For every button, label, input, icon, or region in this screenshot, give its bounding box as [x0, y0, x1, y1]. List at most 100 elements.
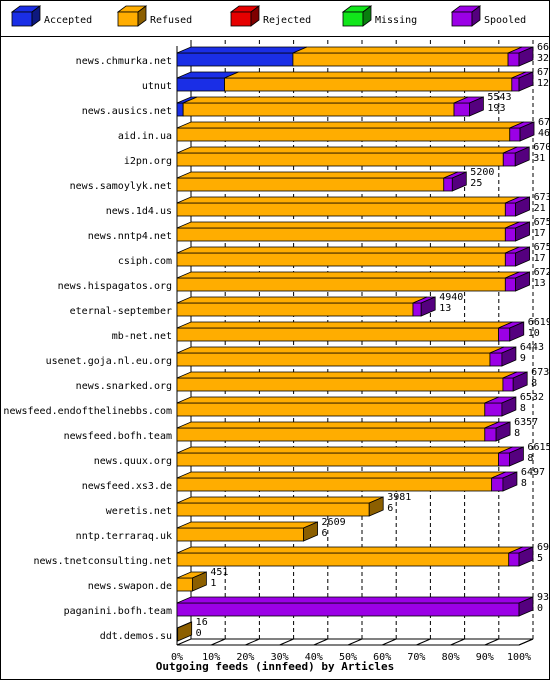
feed-label: csiph.com: [118, 256, 172, 267]
feed-row-news-1d4-us: news.1d4.us 673221: [106, 192, 550, 217]
feed-label: news.snarked.org: [76, 381, 172, 392]
legend-item-accepted: Accepted: [10, 5, 92, 27]
bar-segment-refused: [176, 177, 445, 192]
feed-row-news-tnetconsulting-net: news.tnetconsulting.net 69795: [34, 542, 550, 567]
feed-total-value: 6762: [538, 117, 550, 128]
bar-top-refused: [176, 446, 513, 454]
feed-second-value: 13: [439, 303, 451, 314]
bar-top-refused: [176, 146, 518, 154]
feed-second-value: 8: [514, 428, 520, 439]
feed-label: nntp.terraraq.uk: [76, 531, 172, 542]
bar-segment-spooled: [504, 227, 516, 242]
bar-segment-refused: [176, 427, 486, 442]
bar-segment-refused: [176, 577, 193, 592]
bar-segment-refused: [176, 277, 506, 292]
feed-total-value: 5543: [487, 92, 511, 103]
bar-segment-spooled: [508, 552, 520, 567]
bar-side: [512, 371, 528, 392]
feed-row-csiph-com: csiph.com 675117: [118, 242, 550, 267]
bar-segment-refused: [224, 77, 513, 92]
bar-top-refused: [176, 496, 384, 504]
feed-total-value: 4940: [439, 292, 463, 303]
bar-side: [368, 496, 384, 517]
feed-second-value: 0: [196, 628, 202, 639]
bar-side: [518, 546, 534, 567]
floor-tick-70: [416, 638, 431, 646]
feed-total-value: 6754: [534, 217, 550, 228]
feed-total-value: 3981: [387, 492, 411, 503]
bar-side: [509, 446, 524, 467]
bar-segment-refused: [176, 352, 491, 367]
feed-row-i2pn-org: i2pn.org 670831: [124, 142, 550, 167]
feed-second-value: 8: [531, 378, 537, 389]
floor-tick-60: [382, 638, 397, 646]
feed-total-value: 6497: [521, 467, 545, 478]
legend-label-accepted: Accepted: [44, 15, 92, 26]
bar-top-refused: [176, 346, 505, 354]
bar-side: [191, 571, 207, 592]
bar-side: [501, 396, 517, 417]
legend-label-rejected: Rejected: [263, 15, 311, 26]
bar-top-refused: [182, 96, 469, 104]
bar-top-refused: [176, 296, 428, 304]
feed-total-value: 6708: [533, 142, 550, 153]
bar-top-refused: [224, 71, 526, 79]
bar-segment-accepted: [176, 77, 225, 92]
bar-side: [518, 46, 534, 67]
feed-label: news.hispagatos.org: [58, 281, 172, 292]
bar-segment-spooled: [502, 377, 514, 392]
bar-segment-refused: [176, 552, 510, 567]
feed-second-value: 13: [534, 278, 546, 289]
bar-side: [519, 121, 535, 142]
bar-top-refused: [176, 371, 518, 379]
feed-label: weretis.net: [106, 506, 172, 517]
x-tick-label: 70%: [407, 652, 425, 663]
bar-segment-spooled: [412, 302, 422, 317]
bar-segment-refused: [176, 127, 511, 142]
feed-label: usenet.goja.nl.eu.org: [46, 356, 172, 367]
feed-total-value: 6532: [520, 392, 544, 403]
feed-second-value: 0: [537, 603, 543, 614]
legend-label-refused: Refused: [150, 15, 192, 26]
legend-swatch-side: [250, 5, 260, 27]
bar-top-refused: [176, 196, 520, 204]
x-tick-label: 60%: [373, 652, 391, 663]
feed-total-value: 16: [196, 617, 208, 628]
feed-total-value: 6443: [520, 342, 544, 353]
feed-second-value: 17: [534, 253, 546, 264]
bar-segment-refused: [176, 227, 506, 242]
feed-row-utnut: utnut 67711284: [142, 67, 550, 92]
feed-second-value: 17: [534, 228, 546, 239]
bar-top-refused: [176, 321, 513, 329]
feed-label: news.nntp4.net: [88, 231, 172, 242]
feed-second-value: 8: [520, 403, 526, 414]
feed-total-value: 6979: [537, 542, 550, 553]
x-tick-label: 0%: [171, 652, 183, 663]
legend-swatch-accepted: [11, 11, 33, 27]
feed-row-aid-in-ua: aid.in.ua 676246: [118, 117, 550, 142]
bar-segment-refused: [176, 302, 414, 317]
feed-label: mb-net.net: [112, 331, 172, 342]
feed-label: news.1d4.us: [106, 206, 172, 217]
bar-segment-refused: [292, 52, 509, 67]
feed-label: eternal-september: [70, 306, 172, 317]
feed-second-value: 46: [538, 128, 550, 139]
bar-top-refused: [176, 471, 506, 479]
x-tick-label: 30%: [271, 652, 289, 663]
bar-segment-spooled: [453, 102, 470, 117]
bar-segment-spooled: [504, 252, 516, 267]
feed-row-news-hispagatos-org: news.hispagatos.org 672713: [58, 267, 550, 292]
feed-row-news-chmurka-net: news.chmurka.net 66233293: [76, 42, 550, 67]
bar-side: [509, 321, 525, 342]
bar-top-spooled: [176, 596, 534, 604]
legend-item-missing: Missing: [341, 5, 417, 27]
